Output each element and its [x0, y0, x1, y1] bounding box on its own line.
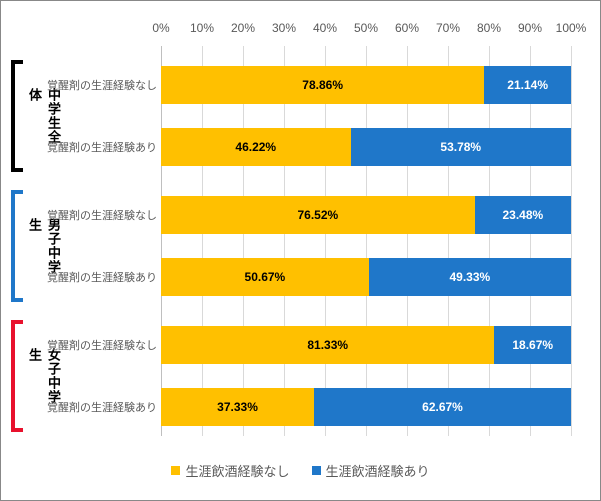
bar-row: 81.33% 18.67%	[161, 326, 571, 364]
legend: 生涯飲酒経験なし 生涯飲酒経験あり	[1, 461, 600, 480]
x-tick-label: 70%	[436, 21, 460, 35]
bar-segment: 46.22%	[161, 128, 351, 166]
x-tick-label: 0%	[152, 21, 169, 35]
legend-label: 生涯飲酒経験あり	[326, 461, 430, 480]
legend-swatch	[171, 466, 180, 475]
bar-value-label: 81.33%	[307, 338, 348, 352]
gridline	[243, 46, 244, 436]
group-label: 女子中学生	[25, 348, 63, 404]
x-tick-label: 10%	[190, 21, 214, 35]
gridline	[489, 46, 490, 436]
x-tick-label: 30%	[272, 21, 296, 35]
x-tick-label: 80%	[477, 21, 501, 35]
bar-segment: 78.86%	[161, 66, 484, 104]
bar-value-label: 46.22%	[235, 140, 276, 154]
bar-segment: 50.67%	[161, 258, 369, 296]
bar-value-label: 23.48%	[503, 208, 544, 222]
plot-area: 78.86% 21.14% 46.22% 53.78% 76.52% 23.48% 50.6…	[161, 46, 571, 436]
bar-value-label: 49.33%	[450, 270, 491, 284]
group-label: 中学生全体	[25, 88, 63, 144]
gridline	[448, 46, 449, 436]
row-label: 覚醒剤の生涯経験あり	[45, 139, 157, 155]
row-label: 覚醒剤の生涯経験なし	[45, 77, 157, 93]
x-tick-label: 40%	[313, 21, 337, 35]
legend-swatch	[312, 466, 321, 475]
x-tick-label: 50%	[354, 21, 378, 35]
group-bracket: 女子中学生	[11, 320, 41, 432]
legend-item: 生涯飲酒経験なし	[171, 461, 289, 480]
gridline	[325, 46, 326, 436]
bar-row: 76.52% 23.48%	[161, 196, 571, 234]
gridline	[366, 46, 367, 436]
group-bracket: 中学生全体	[11, 60, 41, 172]
group-bracket: 男子中学生	[11, 190, 41, 302]
bar-segment: 18.67%	[494, 326, 571, 364]
row-label: 覚醒剤の生涯経験あり	[45, 269, 157, 285]
group-label: 男子中学生	[25, 218, 63, 274]
x-tick-label: 90%	[518, 21, 542, 35]
gridline	[202, 46, 203, 436]
bar-value-label: 78.86%	[302, 78, 343, 92]
bar-row: 37.33% 62.67%	[161, 388, 571, 426]
bar-value-label: 53.78%	[440, 140, 481, 154]
bar-segment: 37.33%	[161, 388, 314, 426]
bar-segment: 53.78%	[351, 128, 571, 166]
legend-label: 生涯飲酒経験なし	[185, 461, 289, 480]
gridline	[530, 46, 531, 436]
bar-value-label: 18.67%	[512, 338, 553, 352]
x-tick-label: 20%	[231, 21, 255, 35]
row-label: 覚醒剤の生涯経験あり	[45, 399, 157, 415]
gridline	[284, 46, 285, 436]
bar-value-label: 37.33%	[217, 400, 258, 414]
stacked-bar-chart: 0% 10% 20% 30% 40% 50% 60% 70% 80% 90% 100% 78.86%…	[0, 0, 601, 501]
bar-segment: 81.33%	[161, 326, 494, 364]
bar-segment: 76.52%	[161, 196, 475, 234]
bar-value-label: 62.67%	[422, 400, 463, 414]
bar-row: 50.67% 49.33%	[161, 258, 571, 296]
x-tick-label: 60%	[395, 21, 419, 35]
bar-segment: 49.33%	[369, 258, 571, 296]
legend-item: 生涯飲酒経験あり	[312, 461, 430, 480]
gridline	[161, 46, 162, 436]
bar-value-label: 21.14%	[507, 78, 548, 92]
bar-row: 78.86% 21.14%	[161, 66, 571, 104]
bar-row: 46.22% 53.78%	[161, 128, 571, 166]
gridline	[571, 46, 572, 436]
row-label: 覚醒剤の生涯経験なし	[45, 337, 157, 353]
bar-segment: 23.48%	[475, 196, 571, 234]
bar-segment: 62.67%	[314, 388, 571, 426]
x-tick-label: 100%	[556, 21, 587, 35]
row-label: 覚醒剤の生涯経験なし	[45, 207, 157, 223]
bar-segment: 21.14%	[484, 66, 571, 104]
bar-value-label: 50.67%	[245, 270, 286, 284]
gridline	[407, 46, 408, 436]
bar-value-label: 76.52%	[298, 208, 339, 222]
